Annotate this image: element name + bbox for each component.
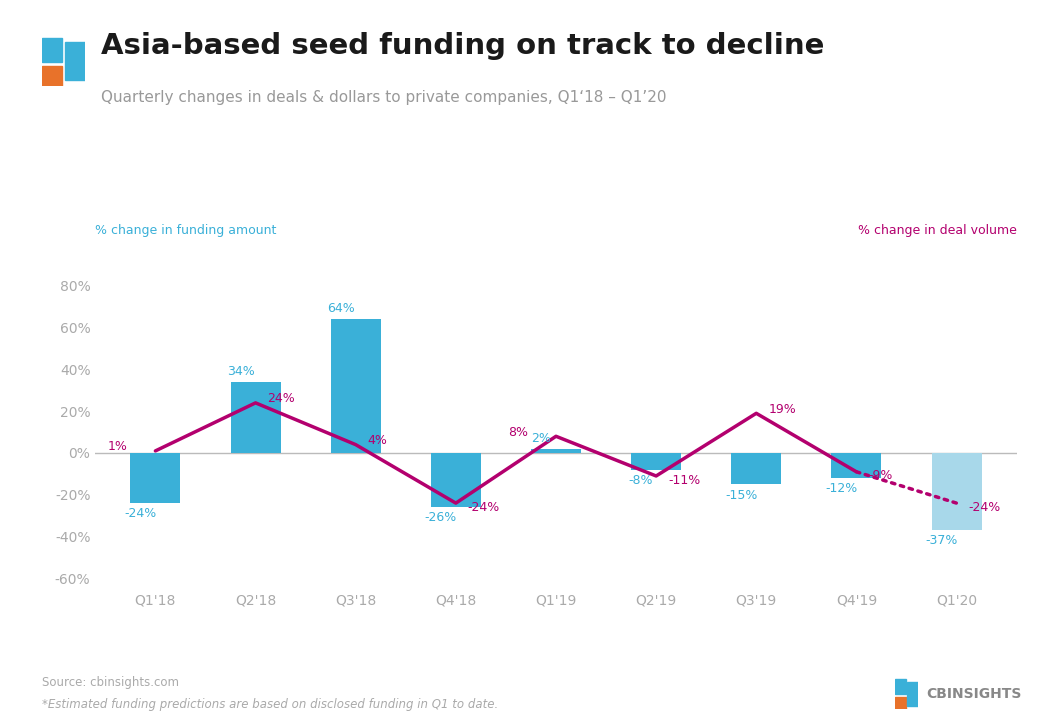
- Text: 2%: 2%: [531, 432, 551, 444]
- Text: 64%: 64%: [327, 302, 355, 315]
- Text: -12%: -12%: [825, 482, 858, 495]
- Bar: [895, 696, 905, 709]
- Bar: [431, 453, 481, 508]
- Bar: [895, 679, 905, 694]
- Bar: [908, 681, 918, 706]
- Text: *Estimated funding predictions are based on disclosed funding in Q1 to date.: *Estimated funding predictions are based…: [42, 698, 499, 711]
- Bar: [42, 38, 61, 62]
- Text: Quarterly changes in deals & dollars to private companies, Q1‘18 – Q1’20: Quarterly changes in deals & dollars to …: [101, 90, 666, 105]
- Text: -15%: -15%: [725, 488, 757, 501]
- Bar: [932, 453, 982, 531]
- Text: 8%: 8%: [508, 426, 528, 439]
- Bar: [42, 66, 61, 86]
- Bar: [831, 453, 881, 478]
- Text: -24%: -24%: [468, 500, 500, 514]
- Text: 1%: 1%: [107, 440, 127, 453]
- Text: -11%: -11%: [668, 474, 700, 487]
- Bar: [731, 453, 782, 485]
- Text: CBINSIGHTS: CBINSIGHTS: [927, 687, 1022, 701]
- Text: 34%: 34%: [227, 365, 254, 378]
- Text: 24%: 24%: [268, 392, 295, 405]
- Text: -24%: -24%: [124, 508, 157, 521]
- Text: -9%: -9%: [868, 470, 893, 482]
- Text: 19%: 19%: [768, 403, 796, 416]
- Text: % change in funding amount: % change in funding amount: [95, 224, 276, 237]
- Text: -37%: -37%: [926, 534, 957, 547]
- Bar: [66, 42, 85, 80]
- Bar: [531, 449, 581, 453]
- Bar: [631, 453, 681, 470]
- Text: 4%: 4%: [367, 434, 388, 447]
- Text: -24%: -24%: [969, 500, 1001, 514]
- Bar: [130, 453, 180, 503]
- Text: % change in deal volume: % change in deal volume: [858, 224, 1017, 237]
- Bar: [330, 320, 381, 453]
- Text: -8%: -8%: [629, 474, 653, 487]
- Text: Source: cbinsights.com: Source: cbinsights.com: [42, 676, 179, 689]
- Text: Asia-based seed funding on track to decline: Asia-based seed funding on track to decl…: [101, 32, 824, 60]
- Text: -26%: -26%: [425, 511, 456, 524]
- Bar: [231, 382, 281, 453]
